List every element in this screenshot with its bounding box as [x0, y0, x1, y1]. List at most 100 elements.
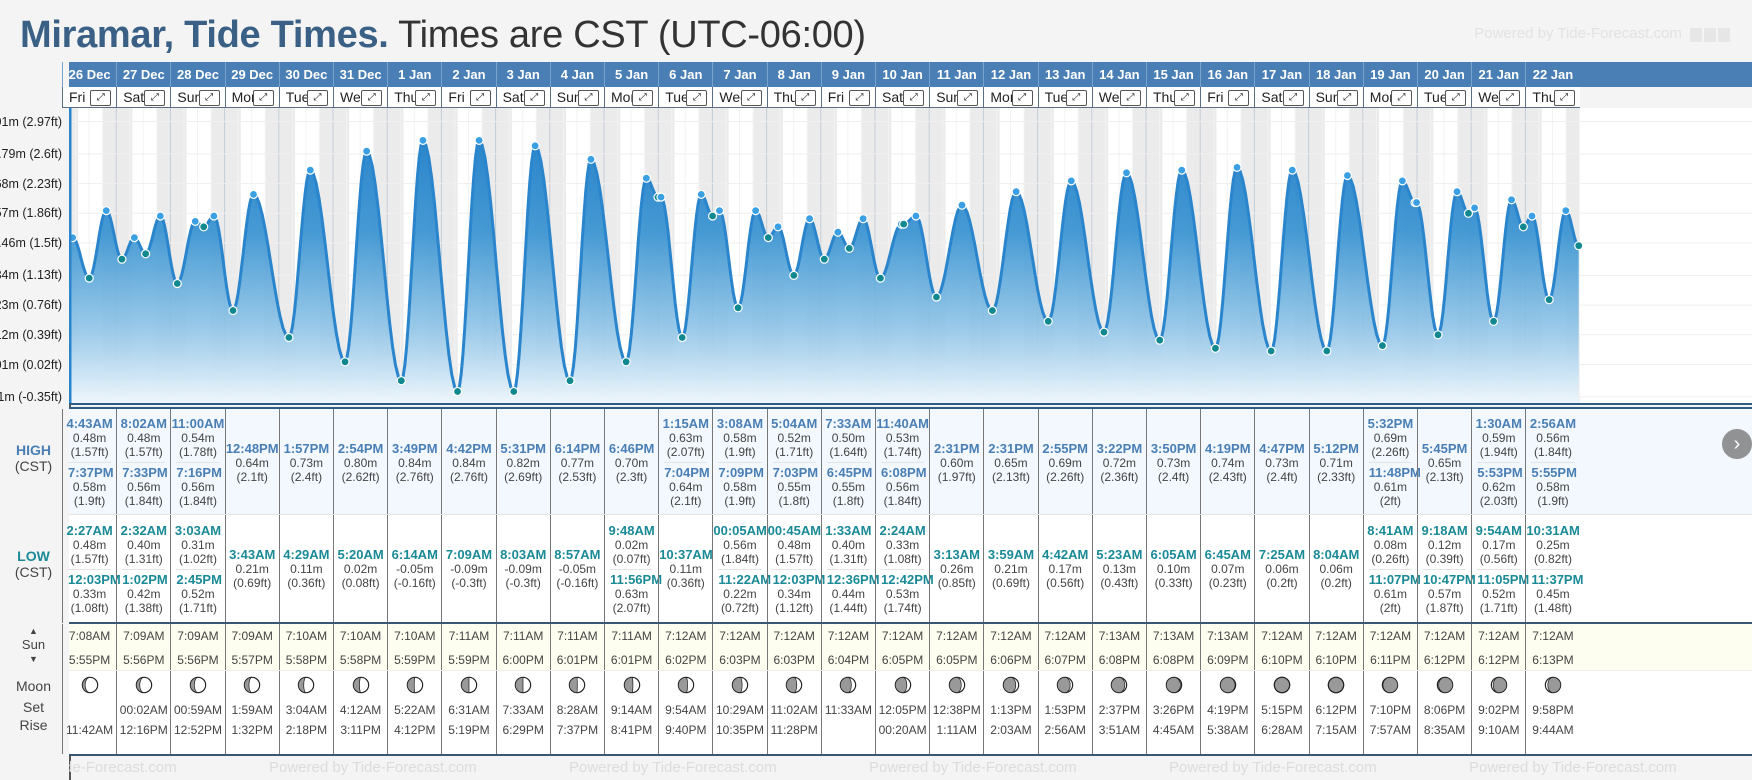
expand-day-button[interactable]: ⤢ [1065, 90, 1087, 106]
sunrise-time: 7:13AM [1098, 629, 1141, 643]
high-tide-event: 5:32PM 0.69m (2.26ft) [1364, 414, 1417, 462]
powered-by-top[interactable]: Powered by Tide-Forecast.com [1474, 25, 1732, 43]
low-tide-cell: 6:14AM -0.05m (-0.16ft) [387, 515, 441, 623]
expand-day-button[interactable]: ⤢ [90, 90, 112, 106]
low-tide-height-m: 0.13m [1102, 562, 1137, 576]
day-name: Tue [1424, 89, 1448, 105]
low-tide-event: 6:05AM 0.10m (0.33ft) [1147, 545, 1200, 593]
high-tide-height-ft: (1.84ft) [124, 494, 163, 508]
expand-day-button[interactable]: ⤢ [1445, 90, 1467, 106]
high-tide-events: 5:04AM 0.52m (1.71ft) 7:03PM 0.55m (1.8ft) [768, 409, 821, 516]
moonrise-time: 3:11PM [340, 723, 381, 737]
expand-day-button[interactable]: ⤢ [1336, 90, 1358, 106]
high-tide-time: 6:08PM [881, 465, 927, 480]
high-tide-point [1232, 162, 1242, 173]
sunset-time: 5:56PM [123, 653, 165, 667]
expand-day-button[interactable]: ⤢ [1174, 90, 1196, 106]
high-tide-time: 6:14PM [554, 440, 601, 456]
low-tide-height-m: 0.52m [1482, 586, 1516, 601]
day-header-cell: Sat ⤢ [1254, 87, 1309, 108]
sunrise-time: 7:12AM [881, 629, 924, 643]
expand-day-button[interactable]: ⤢ [632, 90, 654, 106]
high-tide-height-ft: (2.76ft) [395, 469, 434, 484]
expand-day-button[interactable]: ⤢ [1282, 90, 1304, 106]
low-tide-time: 2:45PM [176, 571, 222, 587]
sunrise-time: 7:12AM [665, 629, 707, 643]
high-tide-events: 2:31PM 0.65m (2.13ft) [984, 409, 1037, 516]
high-tide-time: 8:02AM [120, 416, 167, 431]
high-tide-point [1066, 176, 1076, 186]
low-tide-event: 00:45AM 0.48m (1.57ft) [768, 521, 821, 569]
sunrise-time: 7:10AM [285, 629, 328, 643]
high-tide-events: 3:22PM 0.72m (2.36ft) [1093, 409, 1146, 516]
day-header-cell: Tue ⤢ [658, 87, 713, 108]
expand-day-button[interactable]: ⤢ [1390, 90, 1412, 106]
moonset-time: 5:22AM [394, 703, 436, 717]
high-tide-time: 7:03PM [772, 465, 819, 480]
low-tide-point [1433, 330, 1443, 340]
expand-day-button[interactable]: ⤢ [1499, 90, 1521, 106]
moon-times: 5:15PM 6:28AM [1255, 700, 1308, 740]
high-tide-height-ft: (1.64ft) [829, 445, 868, 459]
low-tide-point [199, 222, 209, 232]
expand-day-button[interactable]: ⤢ [415, 90, 437, 106]
date-header-cell: 13 Jan [1037, 62, 1092, 87]
low-tide-height-m: 0.25m [1536, 537, 1570, 552]
low-tide-events: 9:54AM 0.17m (0.56ft) 11:05PM 0.52m (1.71ft) [1472, 515, 1530, 623]
expand-day-button[interactable]: ⤢ [306, 90, 328, 106]
expand-day-button[interactable]: ⤢ [1553, 90, 1575, 106]
expand-day-button[interactable]: ⤢ [848, 90, 870, 106]
sun-cell: 7:13AM 6:09PM [1200, 624, 1254, 672]
day-name: Mon [990, 89, 1018, 105]
high-tide-time: 5:04AM [771, 416, 818, 431]
expand-day-button[interactable]: ⤢ [198, 90, 220, 106]
low-tide-time: 4:29AM [283, 547, 330, 562]
sunrise-time: 7:12AM [1478, 629, 1520, 643]
expand-day-button[interactable]: ⤢ [903, 90, 925, 106]
expand-day-button[interactable]: ⤢ [686, 90, 708, 106]
expand-day-button[interactable]: ⤢ [1228, 90, 1250, 106]
day-header-cell: Fri ⤢ [62, 87, 117, 108]
low-tide-event: 10:37AM 0.11m (0.36ft) [659, 545, 712, 593]
high-tide-height-ft: (2.62ft) [341, 469, 380, 484]
expand-day-button[interactable]: ⤢ [361, 90, 383, 106]
high-tide-cell: 3:08AM 0.58m (1.9ft) 7:09PM 0.58m (1.9ft) [712, 409, 766, 516]
high-tide-height-ft: (2.76ft) [449, 469, 488, 484]
day-name: Mon [611, 89, 639, 105]
expand-day-button[interactable]: ⤢ [252, 90, 274, 106]
sunrise-time: 7:10AM [339, 629, 382, 643]
high-tide-event: 11:40AM 0.53m (1.74ft) [876, 414, 929, 462]
low-tide-cell: 3:13AM 0.26m (0.85ft) [929, 515, 983, 623]
low-tide-height-ft: (0.43ft) [1100, 576, 1139, 590]
high-tide-height-m: 0.74m [1211, 455, 1245, 470]
sunrise-time: 7:12AM [1315, 629, 1357, 643]
high-tide-time: 2:55PM [1042, 440, 1088, 456]
expand-day-button[interactable]: ⤢ [144, 90, 166, 106]
low-tide-height-m: 0.22m [723, 586, 757, 601]
expand-day-button[interactable]: ⤢ [957, 90, 979, 106]
expand-day-button[interactable]: ⤢ [577, 90, 599, 106]
day-header-cell: Sat ⤢ [495, 87, 550, 108]
y-axis-tick-label: 0.57m (1.86ft) [0, 206, 62, 221]
next-page-button[interactable]: › [1722, 429, 1752, 459]
expand-day-button[interactable]: ⤢ [740, 90, 762, 106]
moon-cell: 6:31AM 5:19PM [441, 671, 495, 754]
expand-day-button[interactable]: ⤢ [794, 90, 816, 106]
moon-cell: 12:05PM 00:20AM [875, 671, 929, 754]
low-tide-time: 2:24AM [879, 522, 926, 538]
high-tide-cell: 2:31PM 0.60m (1.97ft) [929, 409, 983, 516]
expand-day-button[interactable]: ⤢ [1119, 90, 1141, 106]
moon-times: 9:14AM 8:41PM [605, 700, 658, 740]
expand-day-button[interactable]: ⤢ [1011, 90, 1033, 106]
low-tide-height-ft: (1.44ft) [829, 600, 868, 615]
high-tide-time: 5:31PM [500, 440, 546, 456]
tide-chart[interactable] [69, 108, 1752, 405]
moonrise-time: 4:12PM [394, 723, 436, 737]
expand-day-button[interactable]: ⤢ [523, 90, 545, 106]
moon-cell: 9:54AM 9:40PM [658, 671, 712, 754]
moonrise-time: 7:37PM [556, 723, 599, 737]
low-tide-time: 3:59AM [987, 547, 1035, 562]
expand-day-button[interactable]: ⤢ [469, 90, 491, 106]
sunrise-time: 7:13AM [1152, 629, 1195, 643]
day-name: Sun [1315, 89, 1341, 105]
